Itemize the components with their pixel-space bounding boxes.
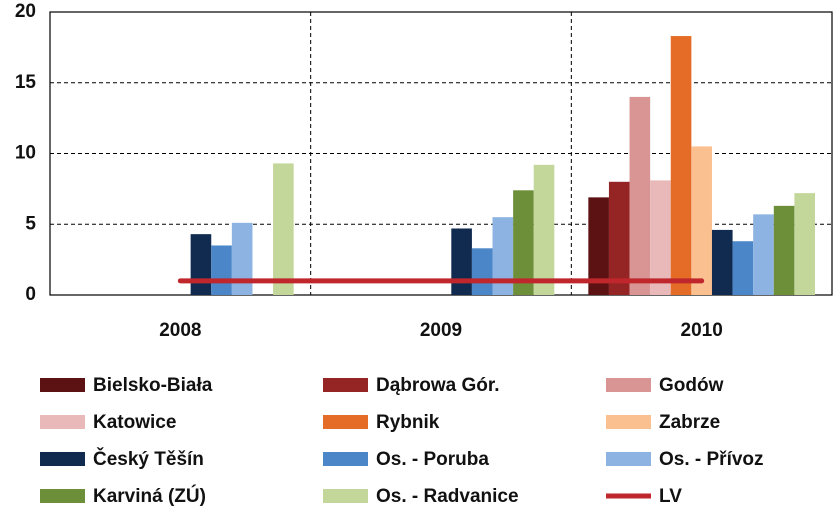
legend-swatch <box>606 378 651 392</box>
y-tick-label: 20 <box>15 1 36 22</box>
y-tick-label: 5 <box>25 213 36 234</box>
bar <box>588 197 609 295</box>
x-tick-label: 2009 <box>420 320 462 341</box>
legend-swatch <box>40 378 85 392</box>
bar <box>753 214 774 295</box>
legend-label: Katowice <box>93 412 176 433</box>
legend-label: Godów <box>659 375 724 396</box>
bar <box>492 217 514 295</box>
bar <box>670 36 692 296</box>
legend-swatch <box>323 489 368 503</box>
legend-swatch <box>323 415 368 429</box>
legend-label: Dąbrowa Gór. <box>376 375 500 396</box>
bar <box>691 146 712 295</box>
plot-border <box>49 11 833 296</box>
bar <box>190 234 212 295</box>
legend-swatch <box>323 378 368 392</box>
legend-swatch <box>606 415 651 429</box>
bar <box>629 96 651 296</box>
legend-label: Český Těšín <box>93 448 204 470</box>
x-tick-label: 2010 <box>681 320 723 341</box>
bar <box>273 163 294 295</box>
legend-label: Karviná (ZÚ) <box>93 485 206 507</box>
bar <box>650 180 671 295</box>
legend-label: Rybnik <box>376 412 440 433</box>
bar <box>732 241 754 295</box>
legend-label: LV <box>659 486 682 507</box>
bar <box>231 222 253 295</box>
legend-label: Os. - Poruba <box>376 449 489 470</box>
bar <box>608 181 630 295</box>
x-tick-label: 2008 <box>159 320 201 341</box>
legend-label: Os. - Radvanice <box>376 486 519 507</box>
bar <box>773 205 795 295</box>
bar <box>711 229 733 295</box>
legend-swatch <box>40 489 85 503</box>
y-tick-label: 0 <box>25 284 36 305</box>
bar <box>794 193 815 295</box>
bar <box>533 164 555 295</box>
legend-swatch <box>40 452 85 466</box>
legend-swatch <box>606 452 651 466</box>
bar <box>211 245 232 295</box>
legend-label: Os. - Přívoz <box>659 449 764 470</box>
bar <box>471 248 493 295</box>
bar <box>513 190 534 295</box>
legend-label: Bielsko-Biała <box>93 375 213 396</box>
legend-swatch <box>323 452 368 466</box>
legend-swatch <box>40 415 85 429</box>
y-tick-label: 15 <box>15 72 37 93</box>
y-tick-label: 10 <box>15 143 36 164</box>
bar <box>451 228 472 295</box>
legend-label: Zabrze <box>659 412 720 433</box>
